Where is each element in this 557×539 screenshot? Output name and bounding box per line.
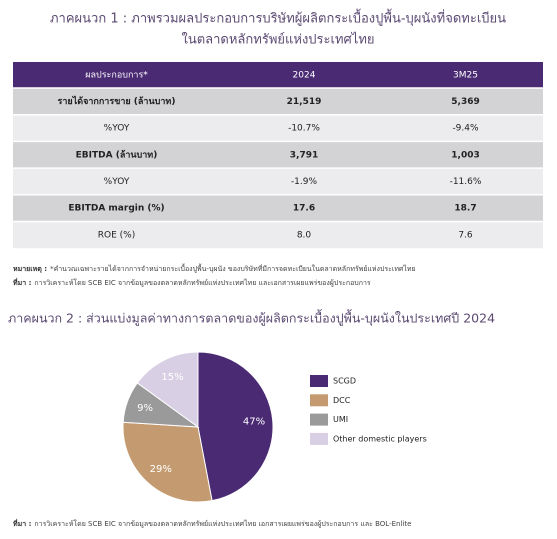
table-cell: %YOY	[104, 124, 130, 134]
table-cell: 18.7	[454, 204, 476, 214]
table-cell: -1.9%	[291, 177, 318, 187]
legend-swatch	[310, 375, 328, 387]
note-text: *คำนวณเฉพาะรายได้จากการจำหน่ายกระเบื้องป…	[50, 262, 416, 273]
table-cell: 1,003	[451, 150, 479, 160]
table-row	[13, 141, 543, 169]
table-row	[13, 88, 543, 115]
legend-label: Other domestic players	[333, 434, 427, 443]
header-cell: 3M25	[453, 71, 478, 81]
table-row	[13, 221, 543, 249]
legend-label: SCGD	[333, 377, 356, 386]
table-cell: 3,791	[290, 150, 318, 160]
legend-swatch	[310, 394, 328, 407]
slice-label: 15%	[161, 372, 183, 383]
legend-swatch	[310, 413, 328, 426]
table-cell: EBITDA (ล้านบาท)	[76, 149, 158, 160]
section-title: ในตลาดหลักทรัพย์แห่งประเทศไทย	[181, 32, 374, 48]
table-cell: -9.4%	[452, 124, 479, 134]
section-title: ภาคผนวก 1 : ภาพรวมผลประกอบการบริษัทผู้ผล…	[50, 9, 506, 27]
table-cell: -11.6%	[450, 177, 482, 187]
note-text: การวิเคราะห์โดย SCB EIC จากข้อมูลของตลาด…	[34, 278, 370, 287]
legend-label: DCC	[333, 396, 351, 405]
table-cell: 17.6	[293, 204, 315, 214]
pie-slice	[197, 351, 274, 502]
table-header	[13, 62, 543, 88]
table-cell: ROE (%)	[98, 230, 135, 240]
header-cell: ผลประกอบการ*	[85, 71, 148, 81]
table-row	[13, 194, 543, 222]
slice-label: 9%	[137, 403, 153, 414]
note-label: หมายเหตุ :	[13, 265, 47, 273]
table-cell: -10.7%	[288, 124, 320, 134]
legend-label: UMI	[333, 415, 348, 424]
chart-title: ภาคผนวก 2 : ส่วนแบ่งมูลค่าทางการตลาดของผ…	[8, 309, 495, 327]
slice-label: 47%	[243, 417, 265, 428]
table-row	[13, 114, 543, 142]
footer-text: การวิเคราะห์โดย SCB EIC จากข้อมูลของตลาด…	[34, 519, 411, 528]
table-cell: EBITDA margin (%)	[68, 204, 164, 214]
pie-slice	[136, 351, 199, 428]
note: ที่มา : การวิเคราะห์โดย SCB EIC จากข้อมูล…	[13, 277, 371, 287]
table-cell: 8.0	[297, 230, 312, 240]
note-label: ที่มา :	[13, 277, 32, 287]
table-cell: %YOY	[104, 177, 130, 187]
table-cell: 5,369	[451, 97, 479, 107]
pie-slice	[122, 421, 213, 503]
table-cell: รายได้จากการขาย (ล้านบาท)	[58, 95, 176, 107]
header-cell: 2024	[293, 71, 316, 81]
footer-label: ที่มา :	[13, 518, 32, 528]
table-cell: 21,519	[287, 97, 322, 107]
footer: ที่มา : การวิเคราะห์โดย SCB EIC จากข้อมูล…	[13, 518, 412, 528]
table-row	[13, 168, 543, 195]
slice-label: 29%	[150, 464, 172, 475]
table-cell: 7.6	[458, 230, 473, 240]
note: หมายเหตุ : *คำนวณเฉพาะรายได้จากการจำหน่าย…	[13, 262, 416, 273]
legend-swatch	[310, 432, 328, 445]
